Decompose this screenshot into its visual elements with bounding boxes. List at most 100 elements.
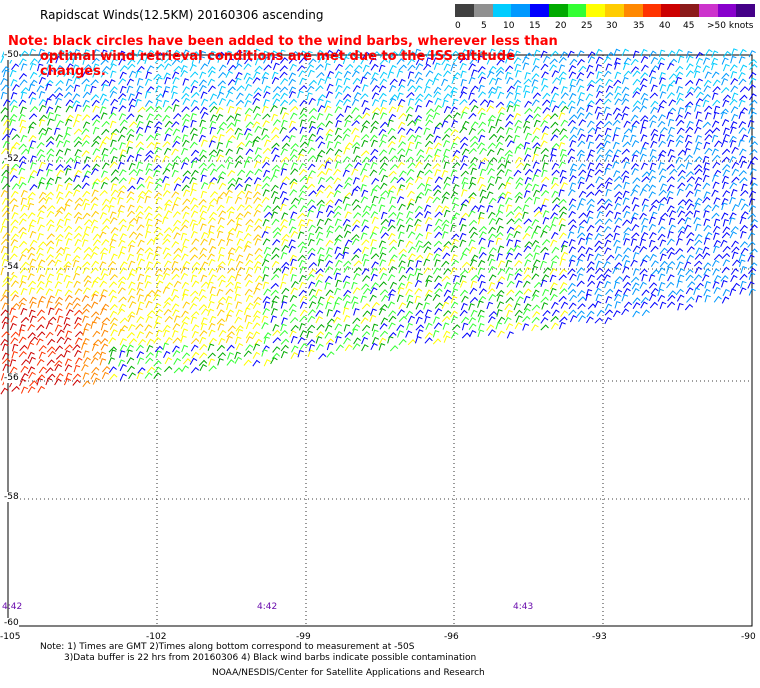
wind-barb	[128, 287, 136, 296]
wind-barb	[370, 282, 379, 289]
wind-barb	[748, 58, 757, 66]
wind-barb	[10, 219, 19, 226]
wind-barb	[74, 169, 82, 177]
wind-barb	[450, 267, 458, 275]
wind-barb	[604, 239, 612, 247]
wind-barb	[135, 91, 143, 100]
wind-barb	[513, 217, 523, 225]
wind-barb	[675, 71, 684, 79]
wind-barb	[621, 294, 629, 302]
wind-barb	[63, 212, 72, 219]
wind-barb	[109, 217, 118, 225]
wind-barb	[236, 260, 244, 268]
wind-barb	[460, 86, 468, 94]
wind-barb	[335, 252, 344, 260]
longitude-label: -99	[296, 632, 311, 642]
wind-barb	[549, 113, 559, 120]
wind-barb	[513, 50, 521, 58]
wind-barb	[182, 260, 191, 268]
wind-barb	[19, 280, 27, 289]
wind-barb	[425, 133, 434, 141]
legend-swatch	[605, 4, 624, 17]
wind-barb	[208, 70, 216, 78]
wind-barb	[459, 136, 469, 143]
wind-barb	[0, 107, 9, 114]
wind-barb	[560, 119, 569, 127]
wind-barb	[172, 337, 181, 344]
wind-barb	[623, 288, 631, 296]
wind-barb	[299, 281, 307, 290]
wind-barb	[414, 126, 423, 134]
wind-barb	[414, 205, 423, 213]
wind-barb	[713, 275, 722, 283]
wind-barb	[396, 309, 405, 316]
wind-barb	[307, 349, 315, 357]
wind-barb	[495, 217, 503, 225]
wind-barb	[199, 204, 207, 213]
wind-barb	[551, 169, 560, 176]
wind-barb	[181, 352, 191, 359]
wind-barb	[684, 111, 692, 119]
wind-barb	[162, 155, 170, 163]
wind-barb	[478, 288, 487, 295]
wind-barb	[279, 86, 289, 93]
wind-barb	[28, 309, 36, 318]
wind-barb	[513, 112, 521, 121]
wind-barb	[694, 65, 702, 73]
wind-barb	[225, 281, 234, 288]
wind-barb	[127, 272, 135, 280]
wind-barb	[686, 296, 695, 303]
wind-barb	[694, 239, 703, 246]
wind-barb	[389, 345, 399, 352]
wind-barb	[299, 119, 307, 127]
wind-barb	[533, 168, 542, 176]
wind-barb	[99, 358, 107, 366]
wind-barb	[308, 301, 317, 309]
wind-barb	[686, 86, 695, 94]
wind-barb	[594, 232, 603, 240]
wind-barb	[559, 77, 566, 85]
wind-barb	[360, 57, 368, 65]
wind-barb	[245, 253, 254, 261]
wind-barb	[550, 121, 559, 129]
wind-barb	[154, 141, 161, 150]
wind-barb	[227, 325, 236, 332]
wind-barb	[136, 247, 145, 255]
wind-barb	[208, 337, 217, 345]
wind-barb	[378, 64, 386, 72]
wind-barb	[468, 49, 476, 57]
wind-barb	[271, 253, 280, 260]
wind-barb	[542, 106, 551, 114]
wind-barb	[28, 280, 37, 288]
wind-barb	[623, 238, 630, 246]
wind-barb	[216, 204, 225, 212]
legend-swatch	[680, 4, 699, 17]
wind-barb	[28, 91, 37, 99]
wind-barb	[659, 196, 668, 204]
wind-barb	[459, 289, 469, 297]
wind-barb	[604, 127, 612, 136]
wind-barb	[45, 322, 53, 330]
wind-barb	[253, 196, 262, 204]
wind-barb	[317, 163, 326, 171]
wind-barb	[470, 205, 479, 212]
wind-barb	[694, 233, 703, 241]
latitude-label: -60	[4, 618, 19, 628]
wind-barb	[252, 97, 260, 105]
wind-barb	[171, 203, 179, 211]
wind-barb	[65, 157, 74, 164]
wind-barb	[101, 204, 110, 211]
wind-barb	[136, 168, 144, 177]
wind-barb	[190, 210, 199, 218]
wind-barb	[711, 189, 719, 197]
wind-barb	[668, 73, 678, 80]
wind-barb	[270, 174, 278, 182]
wind-barb	[74, 238, 82, 247]
wind-barb	[226, 331, 235, 338]
wind-barb	[273, 231, 282, 239]
wind-barb	[749, 93, 757, 101]
wind-barb	[218, 134, 225, 142]
wind-barb	[261, 71, 270, 79]
wind-barb	[730, 268, 739, 275]
wind-barb	[28, 113, 38, 120]
